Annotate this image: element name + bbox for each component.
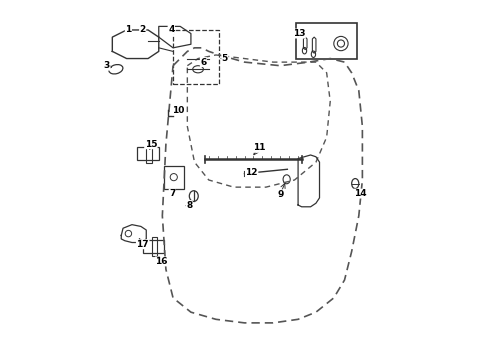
Text: 2: 2 <box>139 26 145 35</box>
Bar <box>146 144 151 163</box>
Text: 6: 6 <box>200 58 206 67</box>
Text: 10: 10 <box>172 106 184 115</box>
Text: 13: 13 <box>292 29 305 38</box>
Text: 1: 1 <box>125 26 131 35</box>
Bar <box>173 30 219 84</box>
Text: 8: 8 <box>185 201 192 210</box>
Text: 4: 4 <box>168 26 174 35</box>
Text: 11: 11 <box>252 143 264 152</box>
Bar <box>142 240 164 253</box>
Text: 17: 17 <box>136 240 149 249</box>
Text: 14: 14 <box>354 189 366 198</box>
Text: 12: 12 <box>245 168 257 177</box>
Bar <box>164 166 183 189</box>
Text: 16: 16 <box>155 257 167 266</box>
Text: 9: 9 <box>277 190 283 199</box>
Bar <box>296 23 356 59</box>
Text: 3: 3 <box>103 61 110 70</box>
Text: 15: 15 <box>144 140 157 149</box>
Bar <box>137 147 159 160</box>
Text: 5: 5 <box>221 54 227 63</box>
Text: 7: 7 <box>169 189 175 198</box>
Bar <box>151 237 157 256</box>
